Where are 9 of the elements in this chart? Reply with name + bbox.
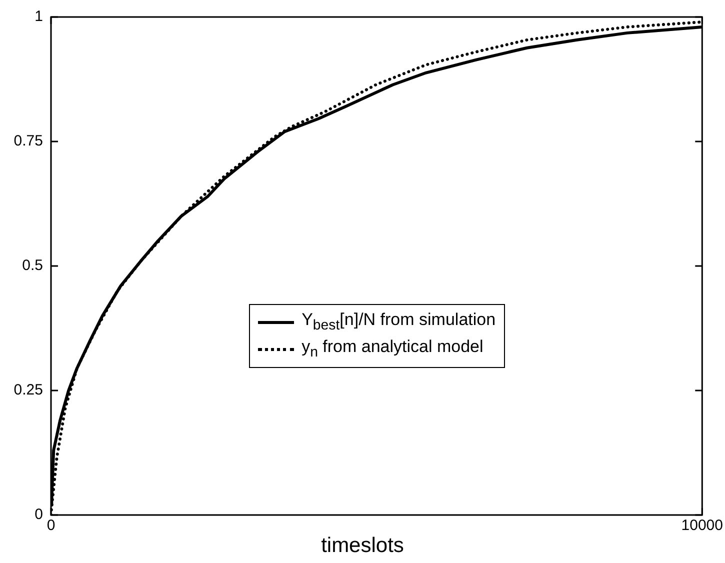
legend-label: y$_{n}$ from analytical model	[302, 336, 484, 362]
y-tick-label: 0.5	[22, 257, 43, 274]
x-axis-title: timeslots	[320, 534, 405, 558]
y-tick-label: 0	[34, 506, 43, 524]
y-tick-label: 1	[34, 8, 43, 26]
y-tick-label: 0.25	[14, 382, 43, 399]
x-tick-label: 10000	[681, 517, 724, 534]
y-tick-label: 0.75	[14, 132, 43, 150]
legend-label: Y$_{best}$[n]/N from simulation	[302, 308, 496, 335]
